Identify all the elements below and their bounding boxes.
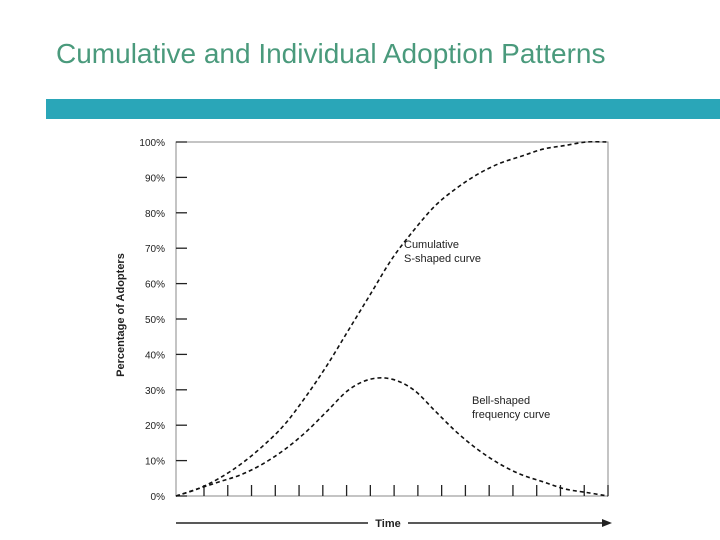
y-tick-label: 50% <box>145 315 165 326</box>
y-axis-ticks: 0% 10% 20% 30% 40% 50% 60% 70% 80% 90% 100% <box>139 138 187 503</box>
cumulative-s-curve <box>175 140 609 497</box>
y-tick-label: 20% <box>145 421 165 432</box>
annotation-bell-line1: Bell-shaped <box>472 395 530 407</box>
accent-bar <box>46 99 720 119</box>
y-tick-label: 10% <box>145 457 165 468</box>
annotation-cumulative-line1: Cumulative <box>404 239 459 251</box>
y-tick-label: 40% <box>145 350 165 361</box>
x-axis-label: Time <box>375 518 400 530</box>
y-tick-label: 0% <box>151 492 166 503</box>
slide-title: Cumulative and Individual Adoption Patte… <box>56 38 606 69</box>
annotation-cumulative-line2: S-shaped curve <box>404 253 481 265</box>
x-axis-ticks <box>203 485 609 496</box>
y-tick-label: 80% <box>145 209 165 220</box>
series-layer <box>175 140 609 497</box>
x-axis-arrowhead <box>602 519 612 527</box>
y-tick-label: 60% <box>145 280 165 291</box>
plot-area-frame <box>175 141 609 497</box>
y-tick-label: 90% <box>145 173 165 184</box>
y-tick-label: 30% <box>145 386 165 397</box>
annotation-bell-line2: frequency curve <box>472 409 550 421</box>
bell-frequency-curve <box>175 377 609 497</box>
y-tick-label: 100% <box>139 138 165 149</box>
y-tick-label: 70% <box>145 244 165 255</box>
y-axis-label: Percentage of Adopters <box>115 253 127 377</box>
